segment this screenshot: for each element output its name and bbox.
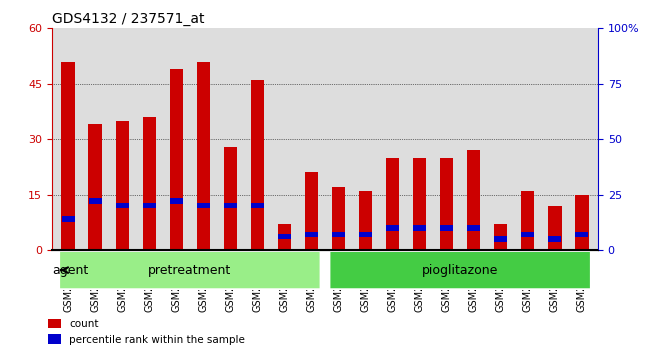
Bar <box>440 225 453 230</box>
Bar <box>332 232 345 237</box>
Bar <box>278 224 291 250</box>
Bar <box>224 203 237 209</box>
Bar <box>467 225 480 230</box>
Bar <box>440 158 454 250</box>
Bar <box>197 203 210 209</box>
Bar <box>251 80 264 250</box>
Bar <box>62 216 75 222</box>
Bar <box>88 124 102 250</box>
Bar <box>575 195 588 250</box>
Bar <box>143 203 156 209</box>
Bar <box>170 199 183 204</box>
Bar <box>224 147 237 250</box>
Bar <box>305 232 318 237</box>
Bar <box>494 236 507 242</box>
Bar <box>62 62 75 250</box>
Bar <box>142 117 156 250</box>
Bar <box>251 203 264 209</box>
Text: GDS4132 / 237571_at: GDS4132 / 237571_at <box>52 12 205 26</box>
Bar <box>359 232 372 237</box>
Bar <box>413 225 426 230</box>
Bar <box>305 172 318 250</box>
Bar <box>548 206 562 250</box>
Bar <box>386 225 399 230</box>
FancyBboxPatch shape <box>330 252 590 288</box>
Bar <box>170 69 183 250</box>
Bar <box>332 187 345 250</box>
Bar <box>278 234 291 239</box>
Bar <box>467 150 480 250</box>
Bar <box>575 232 588 237</box>
Bar <box>196 62 210 250</box>
Bar <box>359 191 372 250</box>
Text: pioglitazone: pioglitazone <box>422 264 499 276</box>
Text: agent: agent <box>52 264 88 276</box>
Bar <box>386 158 399 250</box>
Bar <box>521 191 534 250</box>
Legend: count, percentile rank within the sample: count, percentile rank within the sample <box>44 315 249 349</box>
Bar <box>494 224 508 250</box>
Bar <box>549 236 561 242</box>
Bar <box>116 121 129 250</box>
Bar <box>413 158 426 250</box>
Bar <box>89 199 101 204</box>
FancyBboxPatch shape <box>60 252 320 288</box>
Text: pretreatment: pretreatment <box>148 264 231 276</box>
Bar <box>521 232 534 237</box>
Bar <box>116 203 129 209</box>
